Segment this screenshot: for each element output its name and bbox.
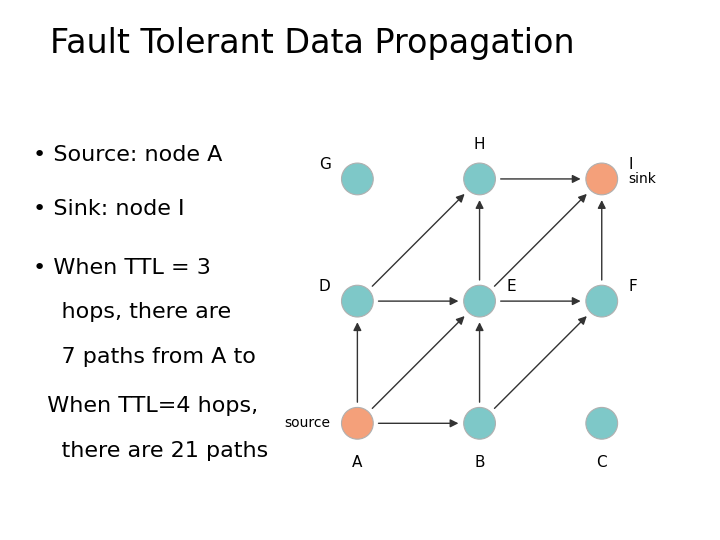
Text: B: B	[474, 455, 485, 470]
Text: source: source	[284, 416, 330, 430]
Text: 7 paths from A to: 7 paths from A to	[33, 347, 256, 367]
Text: • Source: node A: • Source: node A	[33, 145, 222, 165]
Text: hops, there are: hops, there are	[33, 302, 231, 322]
Circle shape	[586, 163, 618, 195]
Circle shape	[464, 163, 495, 195]
Circle shape	[464, 285, 495, 317]
Text: G: G	[319, 157, 330, 172]
Text: E: E	[506, 279, 516, 294]
Circle shape	[341, 407, 373, 439]
Circle shape	[341, 285, 373, 317]
Circle shape	[586, 407, 618, 439]
Text: • When TTL = 3: • When TTL = 3	[33, 258, 211, 278]
Text: • Sink: node I: • Sink: node I	[33, 199, 184, 219]
Text: sink: sink	[629, 172, 657, 186]
Text: When TTL=4 hops,: When TTL=4 hops,	[33, 396, 258, 416]
Text: H: H	[474, 137, 485, 152]
Text: I: I	[629, 157, 633, 172]
Circle shape	[464, 407, 495, 439]
Circle shape	[341, 163, 373, 195]
Circle shape	[586, 285, 618, 317]
Text: D: D	[319, 279, 330, 294]
Text: A: A	[352, 455, 363, 470]
Text: Fault Tolerant Data Propagation: Fault Tolerant Data Propagation	[50, 27, 575, 60]
Text: F: F	[629, 279, 637, 294]
Text: there are 21 paths: there are 21 paths	[33, 441, 269, 461]
Text: C: C	[596, 455, 607, 470]
